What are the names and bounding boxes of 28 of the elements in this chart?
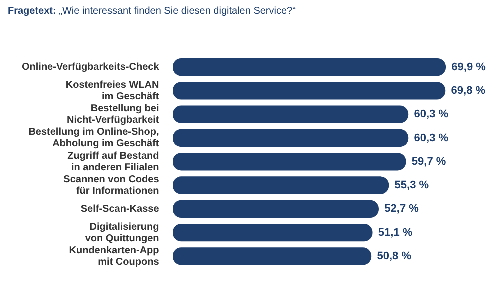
data-label: 51,1 % xyxy=(378,226,413,239)
data-label: 59,7 % xyxy=(412,156,446,168)
data-label: 52,7 % xyxy=(384,203,420,216)
bar xyxy=(173,129,409,148)
chart-title: Fragetext: „Wie interessant finden Sie diesen digitalen Service?“ xyxy=(8,6,297,19)
y-tick-label: Zugriff auf Bestand in anderen Filialen xyxy=(68,150,160,174)
data-label: 55,3 % xyxy=(394,180,430,192)
y-tick-label: Kundenkarten-App mit Coupons xyxy=(69,245,160,268)
bar xyxy=(173,176,390,194)
data-label: 69,9 % xyxy=(452,61,486,74)
y-tick-label: Bestellung im Online-Shop, Abholung im Geschäft xyxy=(28,127,160,150)
data-label: 69,8 % xyxy=(451,84,486,97)
bar xyxy=(173,248,372,266)
data-label: 60,3 % xyxy=(414,132,449,144)
y-tick-label: Scannen von Codes für Informationen xyxy=(64,174,160,198)
y-tick-label: Online-Verfügbarkeits-Check xyxy=(22,62,160,74)
bar xyxy=(173,82,446,100)
data-label: 50,8 % xyxy=(377,250,412,262)
bar xyxy=(173,224,373,242)
y-tick-label: Self-Scan-Kasse xyxy=(80,204,160,215)
bar xyxy=(173,200,379,218)
bar xyxy=(173,153,406,171)
y-tick-label: Bestellung bei Nicht-Verfügbarkeit xyxy=(67,104,160,126)
y-tick-label: Digitalisierung von Quittungen xyxy=(85,222,160,244)
data-label: 60,3 % xyxy=(414,108,449,121)
y-tick-label: Kostenfreies WLAN im Geschäft xyxy=(66,80,160,102)
bar xyxy=(173,106,409,124)
bar xyxy=(173,58,446,76)
